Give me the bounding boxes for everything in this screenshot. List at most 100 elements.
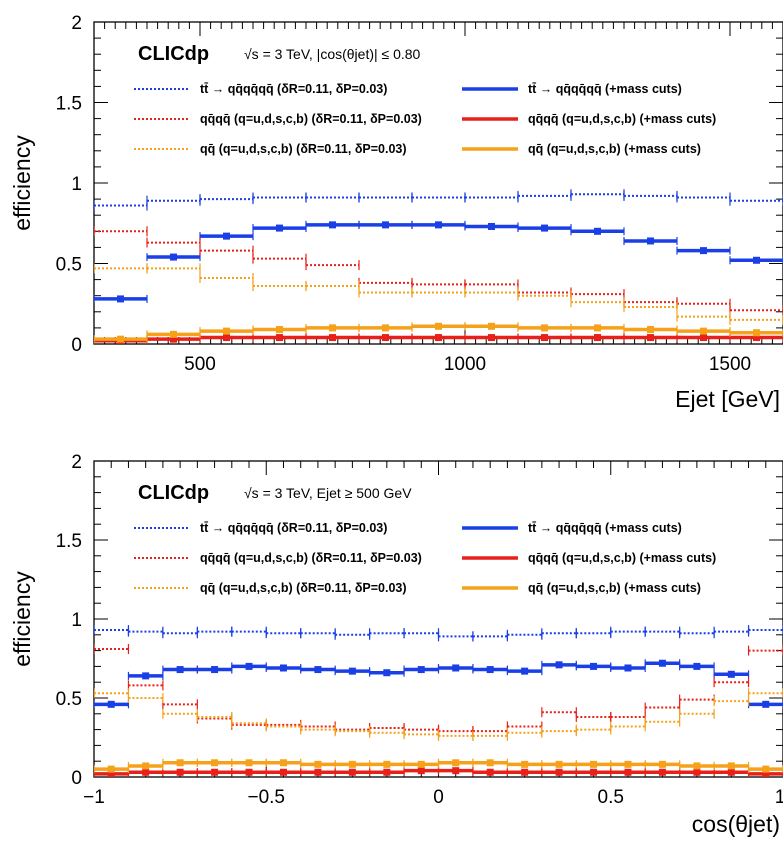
data-point bbox=[590, 662, 598, 670]
data-point bbox=[279, 664, 287, 672]
data-point bbox=[176, 759, 184, 767]
data-point bbox=[555, 760, 563, 768]
data-point bbox=[211, 768, 219, 776]
series-group bbox=[94, 625, 783, 777]
data-point bbox=[452, 759, 460, 767]
data-point bbox=[329, 324, 336, 332]
data-point bbox=[488, 222, 495, 230]
data-point bbox=[753, 256, 760, 264]
data-point bbox=[142, 762, 150, 770]
condition-label: √s = 3 TeV, Ejet ≥ 500 GeV bbox=[244, 485, 412, 501]
data-point bbox=[142, 672, 150, 680]
y-axis-title: efficiency bbox=[9, 571, 35, 667]
data-point bbox=[329, 221, 336, 229]
data-point bbox=[348, 768, 356, 776]
data-point bbox=[276, 334, 283, 342]
data-point bbox=[117, 335, 124, 343]
data-point bbox=[700, 334, 707, 342]
x-tick-label: 1500 bbox=[709, 354, 751, 375]
data-point bbox=[383, 669, 391, 677]
data-point bbox=[693, 762, 701, 770]
legend-entry: qq̄ (q=u,d,s,c,b) (+mass cuts) bbox=[528, 142, 701, 156]
data-point bbox=[223, 232, 230, 240]
data-point bbox=[693, 662, 701, 670]
y-tick-label: 1 bbox=[71, 174, 82, 195]
data-point bbox=[541, 224, 548, 232]
data-point bbox=[176, 666, 184, 674]
x-tick-label: 1000 bbox=[444, 354, 486, 375]
chart-panel-2: 0 0.5 1 1.5 2 −1 −0.5 0 0.5 1 efficiency cos(θjet) C… bbox=[9, 452, 783, 837]
legend-entry: tt̄ → qq̄qq̄qq̄ (δR=0.11, δP=0.03) bbox=[200, 521, 387, 535]
legend-entry: qq̄qq̄ (q=u,d,s,c,b) (δR=0.11, δP=0.03) bbox=[200, 112, 422, 126]
data-point bbox=[382, 324, 389, 332]
data-point bbox=[753, 334, 760, 342]
brand-label: CLICdp bbox=[138, 482, 209, 504]
data-point bbox=[486, 666, 494, 674]
y-tick-label: 0.5 bbox=[56, 255, 82, 276]
data-point bbox=[555, 661, 563, 669]
data-point bbox=[276, 326, 283, 334]
data-point bbox=[383, 760, 391, 768]
x-axis-title: Ejet [GeV] bbox=[675, 386, 780, 412]
data-point bbox=[107, 700, 115, 708]
data-point bbox=[624, 760, 632, 768]
data-point bbox=[211, 759, 219, 767]
y-tick-label: 1.5 bbox=[56, 531, 82, 552]
data-point bbox=[176, 768, 184, 776]
data-point bbox=[521, 667, 529, 675]
y-tick-label: 1 bbox=[71, 610, 82, 631]
data-point bbox=[658, 768, 666, 776]
x-tick-label: −0.5 bbox=[247, 787, 285, 808]
chart-panel-1: 0 0.5 1 1.5 2 500 1000 1500 efficiency Ejet [GeV]… bbox=[9, 13, 783, 412]
data-point bbox=[486, 759, 494, 767]
data-point bbox=[647, 334, 654, 342]
data-point bbox=[624, 768, 632, 776]
data-point bbox=[521, 760, 529, 768]
condition-label: √s = 3 TeV, |cos(θjet)| ≤ 0.80 bbox=[244, 46, 421, 62]
data-point bbox=[435, 322, 442, 330]
legend-entry: qq̄qq̄ (q=u,d,s,c,b) (+mass cuts) bbox=[528, 551, 716, 565]
data-point bbox=[245, 662, 253, 670]
data-point bbox=[488, 334, 495, 342]
data-point bbox=[541, 334, 548, 342]
data-point bbox=[762, 770, 770, 777]
legend-entry: tt̄ → qq̄qq̄qq̄ (δR=0.11, δP=0.03) bbox=[200, 82, 387, 96]
data-point bbox=[658, 659, 666, 667]
legend-entry: qq̄ (q=u,d,s,c,b) (+mass cuts) bbox=[528, 581, 701, 595]
data-point bbox=[107, 765, 115, 773]
data-point bbox=[700, 327, 707, 335]
data-point bbox=[452, 664, 460, 672]
data-point bbox=[314, 768, 322, 776]
data-point bbox=[348, 760, 356, 768]
legend-entry: qq̄qq̄ (q=u,d,s,c,b) (+mass cuts) bbox=[528, 112, 716, 126]
y-tick-label: 0.5 bbox=[56, 689, 82, 710]
data-point bbox=[279, 759, 287, 767]
data-point bbox=[170, 330, 177, 338]
y-tick-label: 2 bbox=[71, 13, 82, 34]
data-point bbox=[348, 667, 356, 675]
x-tick-label: 0 bbox=[433, 787, 444, 808]
data-point bbox=[417, 760, 425, 768]
x-tick-label: 1 bbox=[775, 787, 783, 808]
brand-label: CLICdp bbox=[138, 43, 209, 65]
data-point bbox=[435, 334, 442, 342]
legend-entry: tt̄ → qq̄qq̄qq̄ (+mass cuts) bbox=[528, 82, 682, 96]
data-point bbox=[521, 768, 529, 776]
data-point bbox=[170, 253, 177, 261]
y-axis-title: efficiency bbox=[9, 135, 35, 231]
data-point bbox=[276, 224, 283, 232]
data-point bbox=[727, 762, 735, 770]
data-point bbox=[647, 326, 654, 334]
data-point bbox=[590, 760, 598, 768]
data-point bbox=[382, 221, 389, 229]
data-point bbox=[170, 335, 177, 343]
data-point bbox=[762, 700, 770, 708]
legend-entry: qq̄ (q=u,d,s,c,b) (δR=0.11, δP=0.03) bbox=[200, 142, 407, 156]
data-point bbox=[693, 768, 701, 776]
data-point bbox=[762, 765, 770, 773]
data-point bbox=[435, 221, 442, 229]
data-point bbox=[245, 759, 253, 767]
x-tick-label: 0.5 bbox=[598, 787, 624, 808]
data-point bbox=[279, 768, 287, 776]
data-point bbox=[223, 334, 230, 342]
